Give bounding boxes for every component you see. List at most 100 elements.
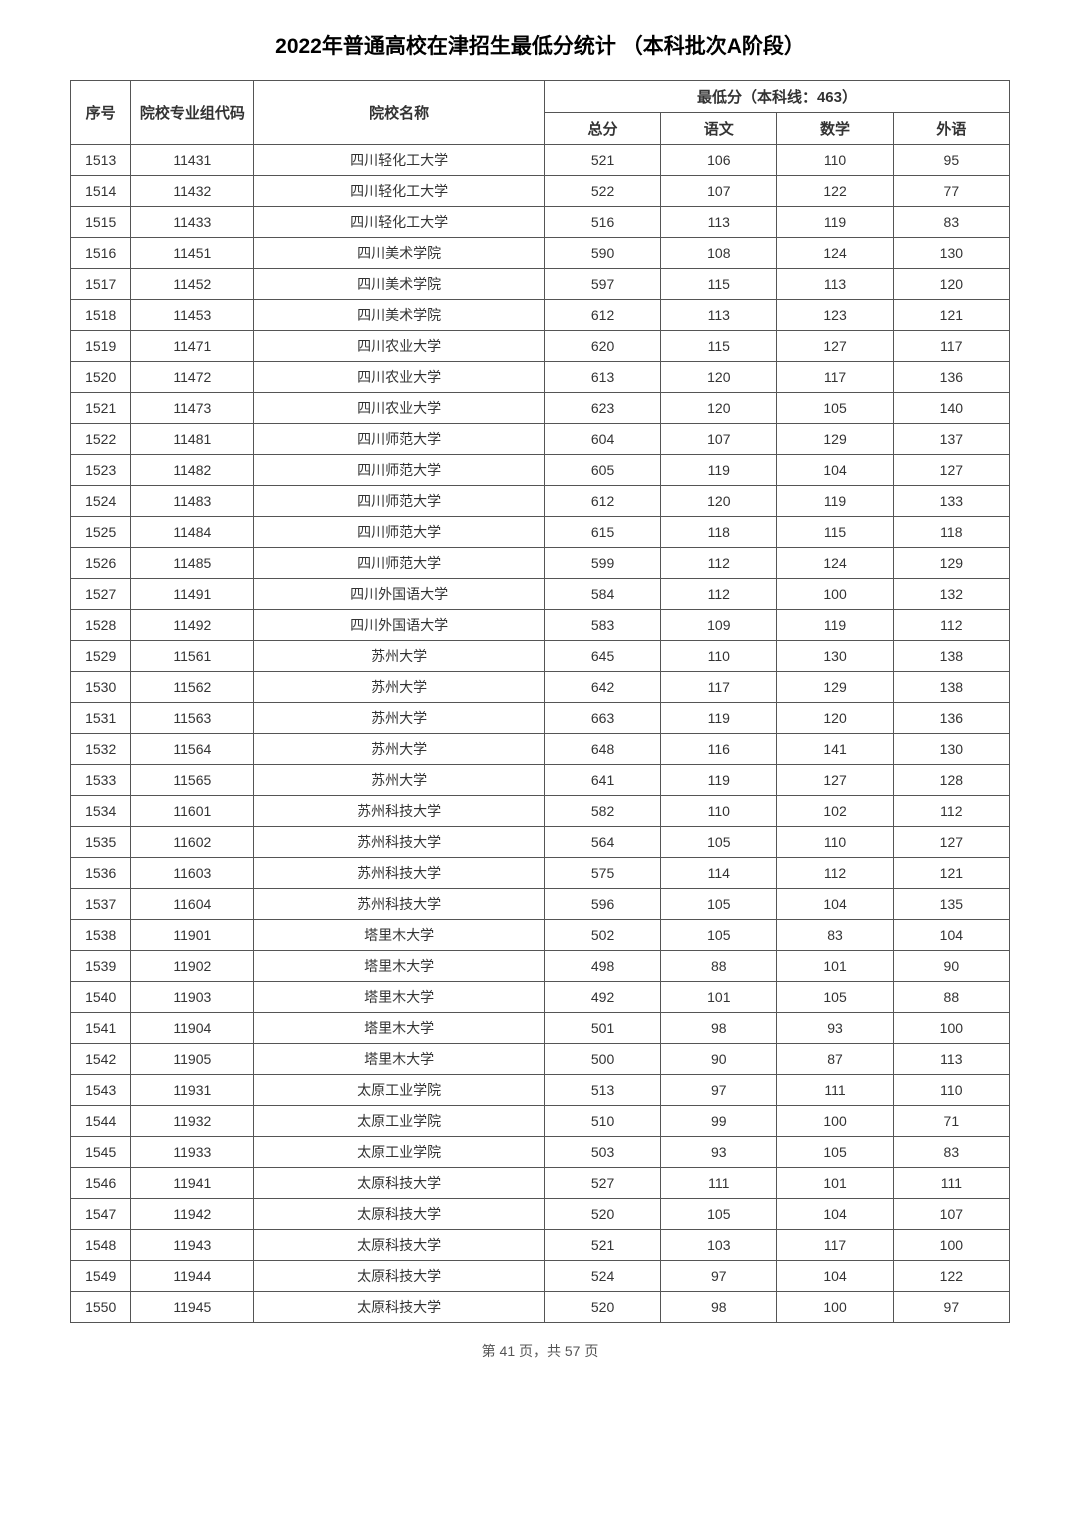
table-row: 151611451四川美术学院590108124130: [71, 238, 1010, 269]
cell-chinese: 120: [661, 362, 777, 393]
cell-code: 11432: [131, 176, 254, 207]
table-row: 151811453四川美术学院612113123121: [71, 300, 1010, 331]
cell-chinese: 105: [661, 889, 777, 920]
cell-code: 11471: [131, 331, 254, 362]
cell-foreign: 121: [893, 300, 1009, 331]
cell-code: 11901: [131, 920, 254, 951]
cell-foreign: 113: [893, 1044, 1009, 1075]
header-math: 数学: [777, 113, 893, 145]
cell-total: 564: [544, 827, 660, 858]
table-row: 153511602苏州科技大学564105110127: [71, 827, 1010, 858]
cell-seq: 1544: [71, 1106, 131, 1137]
cell-chinese: 117: [661, 672, 777, 703]
cell-math: 100: [777, 579, 893, 610]
cell-name: 塔里木大学: [254, 982, 545, 1013]
cell-foreign: 136: [893, 703, 1009, 734]
cell-total: 615: [544, 517, 660, 548]
cell-foreign: 135: [893, 889, 1009, 920]
cell-math: 104: [777, 1261, 893, 1292]
cell-name: 四川轻化工大学: [254, 176, 545, 207]
cell-foreign: 71: [893, 1106, 1009, 1137]
cell-name: 太原科技大学: [254, 1261, 545, 1292]
cell-chinese: 105: [661, 1199, 777, 1230]
table-row: 153411601苏州科技大学582110102112: [71, 796, 1010, 827]
cell-total: 521: [544, 145, 660, 176]
cell-code: 11902: [131, 951, 254, 982]
cell-name: 四川美术学院: [254, 300, 545, 331]
table-row: 152611485四川师范大学599112124129: [71, 548, 1010, 579]
cell-total: 520: [544, 1292, 660, 1323]
cell-code: 11563: [131, 703, 254, 734]
cell-foreign: 90: [893, 951, 1009, 982]
cell-total: 605: [544, 455, 660, 486]
cell-seq: 1547: [71, 1199, 131, 1230]
cell-total: 527: [544, 1168, 660, 1199]
cell-total: 584: [544, 579, 660, 610]
cell-total: 522: [544, 176, 660, 207]
cell-foreign: 137: [893, 424, 1009, 455]
cell-seq: 1538: [71, 920, 131, 951]
cell-seq: 1531: [71, 703, 131, 734]
cell-chinese: 114: [661, 858, 777, 889]
cell-code: 11603: [131, 858, 254, 889]
cell-chinese: 113: [661, 300, 777, 331]
cell-chinese: 105: [661, 827, 777, 858]
table-header: 序号 院校专业组代码 院校名称 最低分（本科线：463） 总分 语文 数学 外语: [71, 81, 1010, 145]
cell-chinese: 112: [661, 548, 777, 579]
table-row: 152411483四川师范大学612120119133: [71, 486, 1010, 517]
table-row: 153311565苏州大学641119127128: [71, 765, 1010, 796]
cell-name: 塔里木大学: [254, 951, 545, 982]
cell-seq: 1524: [71, 486, 131, 517]
header-code: 院校专业组代码: [131, 81, 254, 145]
cell-code: 11941: [131, 1168, 254, 1199]
cell-seq: 1514: [71, 176, 131, 207]
cell-code: 11481: [131, 424, 254, 455]
cell-chinese: 106: [661, 145, 777, 176]
cell-math: 111: [777, 1075, 893, 1106]
cell-chinese: 120: [661, 393, 777, 424]
table-row: 152011472四川农业大学613120117136: [71, 362, 1010, 393]
table-row: 153611603苏州科技大学575114112121: [71, 858, 1010, 889]
cell-seq: 1518: [71, 300, 131, 331]
cell-math: 119: [777, 207, 893, 238]
cell-chinese: 97: [661, 1075, 777, 1106]
table-row: 155011945太原科技大学5209810097: [71, 1292, 1010, 1323]
cell-math: 129: [777, 672, 893, 703]
header-chinese: 语文: [661, 113, 777, 145]
cell-total: 596: [544, 889, 660, 920]
cell-code: 11602: [131, 827, 254, 858]
cell-code: 11943: [131, 1230, 254, 1261]
cell-code: 11942: [131, 1199, 254, 1230]
cell-foreign: 130: [893, 238, 1009, 269]
cell-chinese: 103: [661, 1230, 777, 1261]
cell-foreign: 100: [893, 1230, 1009, 1261]
cell-name: 四川师范大学: [254, 455, 545, 486]
cell-seq: 1521: [71, 393, 131, 424]
cell-seq: 1532: [71, 734, 131, 765]
cell-seq: 1536: [71, 858, 131, 889]
cell-seq: 1513: [71, 145, 131, 176]
cell-seq: 1522: [71, 424, 131, 455]
cell-code: 11433: [131, 207, 254, 238]
cell-total: 590: [544, 238, 660, 269]
table-row: 151311431四川轻化工大学52110611095: [71, 145, 1010, 176]
cell-name: 苏州大学: [254, 765, 545, 796]
cell-chinese: 97: [661, 1261, 777, 1292]
cell-foreign: 121: [893, 858, 1009, 889]
cell-total: 521: [544, 1230, 660, 1261]
cell-code: 11491: [131, 579, 254, 610]
cell-code: 11482: [131, 455, 254, 486]
cell-total: 612: [544, 300, 660, 331]
table-row: 153211564苏州大学648116141130: [71, 734, 1010, 765]
cell-total: 516: [544, 207, 660, 238]
cell-total: 613: [544, 362, 660, 393]
cell-foreign: 100: [893, 1013, 1009, 1044]
cell-seq: 1546: [71, 1168, 131, 1199]
cell-foreign: 120: [893, 269, 1009, 300]
cell-name: 太原科技大学: [254, 1230, 545, 1261]
cell-code: 11604: [131, 889, 254, 920]
cell-math: 113: [777, 269, 893, 300]
cell-chinese: 115: [661, 331, 777, 362]
cell-foreign: 133: [893, 486, 1009, 517]
table-row: 151511433四川轻化工大学51611311983: [71, 207, 1010, 238]
